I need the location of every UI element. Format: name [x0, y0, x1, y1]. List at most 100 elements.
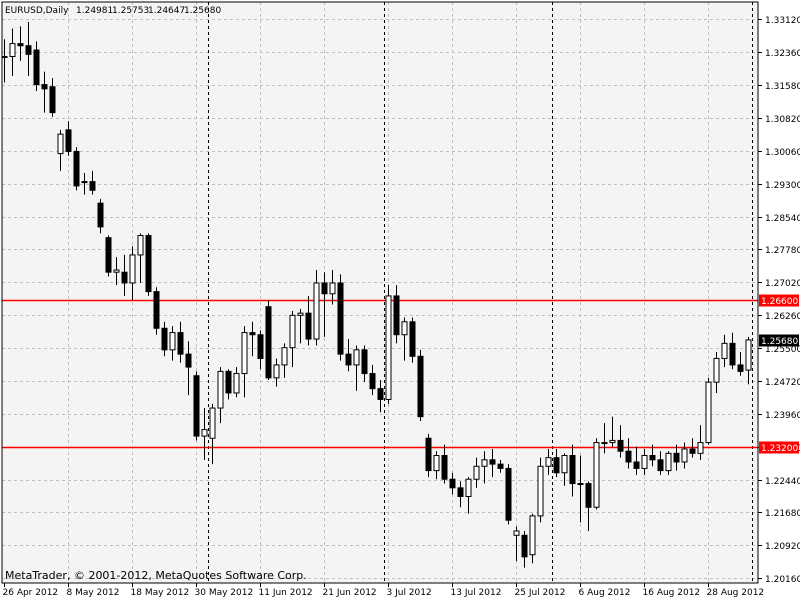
- candle: [361, 345, 368, 383]
- candle-body-bullish: [289, 314, 296, 349]
- candle-body-bullish: [273, 364, 280, 379]
- level-price-tag: [759, 294, 799, 307]
- candle-body-bearish: [49, 86, 56, 114]
- candle: [121, 254, 128, 296]
- candle: [345, 339, 352, 372]
- candle-body-bearish: [17, 43, 24, 47]
- candle-body-bearish: [105, 237, 112, 273]
- candle-body-bearish: [337, 282, 344, 355]
- candle-body-bearish: [25, 45, 32, 55]
- y-tick-label: 1.25500: [765, 345, 800, 355]
- candle-body-bullish: [665, 452, 672, 472]
- candle: [385, 285, 392, 404]
- candle: [169, 326, 176, 361]
- candle-body-bullish: [433, 455, 440, 472]
- candle: [201, 408, 208, 460]
- candle-body-bearish: [369, 373, 376, 390]
- plot-border: [1, 1, 759, 584]
- candle: [297, 308, 304, 344]
- candle-body-bullish: [641, 455, 648, 469]
- y-tick-label: 1.26260: [765, 312, 800, 322]
- candle: [233, 367, 240, 398]
- candle: [145, 233, 152, 296]
- candle-body-bullish: [473, 465, 480, 480]
- candle-body-bullish: [57, 133, 64, 155]
- candle: [561, 453, 568, 486]
- candle: [545, 449, 552, 475]
- candle-body-bearish: [257, 334, 264, 359]
- y-tick-label: 1.24720: [765, 378, 800, 388]
- watermark-text: MetaTrader, © 2001-2012, MetaQuotes Soft…: [5, 569, 307, 582]
- candle: [241, 326, 248, 398]
- x-tick-label: 8 May 2012: [67, 588, 120, 598]
- candle-body-bearish: [65, 129, 72, 152]
- candle-body-bullish: [481, 459, 488, 467]
- candle-body-bullish: [681, 448, 688, 463]
- period-separators: [208, 2, 753, 583]
- horizontal-levels: [2, 299, 758, 449]
- x-tick-label: 16 Aug 2012: [643, 588, 701, 598]
- candle-body-bullish: [169, 332, 176, 351]
- candle: [17, 26, 24, 61]
- candle: [33, 41, 40, 92]
- level-price-label: 1.23200: [761, 444, 798, 454]
- candle: [177, 321, 184, 363]
- candle-body-bearish: [633, 461, 640, 469]
- candle-body-bearish: [265, 306, 272, 379]
- time-axis[interactable]: 26 Apr 2012 8 May 2012 18 May 2012 30 May 2…: [3, 583, 765, 598]
- candle: [129, 246, 136, 301]
- y-tick-label: 1.30060: [765, 148, 800, 158]
- candle-body-bearish: [489, 459, 496, 465]
- y-tick-label: 1.33120: [765, 16, 800, 26]
- candle: [513, 526, 520, 562]
- candle: [393, 285, 400, 344]
- candle-body-bearish: [377, 388, 384, 400]
- candle: [185, 341, 192, 396]
- ohlc-open: 1.24981: [76, 6, 113, 16]
- candle: [457, 481, 464, 508]
- candle-body-bullish: [713, 357, 720, 383]
- candle: [265, 300, 272, 381]
- candle-body-bullish: [561, 455, 568, 474]
- candle-body-bearish: [145, 235, 152, 293]
- candle: [313, 270, 320, 346]
- candle-body-bullish: [209, 407, 216, 439]
- candle: [41, 71, 48, 113]
- candle-body-bearish: [345, 353, 352, 366]
- y-tick-label: 1.31580: [765, 82, 800, 92]
- candle-body-bearish: [553, 457, 560, 474]
- grid: [2, 2, 758, 583]
- level-price-tag: [759, 441, 799, 454]
- candle-body-bearish: [121, 271, 128, 284]
- current-price-label: 1.25680: [761, 337, 798, 347]
- candle: [97, 198, 104, 234]
- candle: [209, 403, 216, 465]
- candle: [105, 235, 112, 277]
- candle-body-bearish: [729, 342, 736, 366]
- candle-body-bullish: [217, 370, 224, 409]
- candle: [289, 311, 296, 368]
- x-tick-label: 30 May 2012: [195, 588, 254, 598]
- candle-body-bullish: [601, 442, 608, 445]
- y-tick-label: 1.30820: [765, 115, 800, 125]
- candle: [25, 22, 32, 76]
- candle-body-bearish: [73, 150, 80, 187]
- candle: [657, 451, 664, 475]
- candle: [681, 442, 688, 469]
- candle: [153, 287, 160, 335]
- candle-body-bearish: [441, 455, 448, 480]
- candle-body-bearish: [305, 312, 312, 340]
- candle-body-bullish: [113, 269, 120, 273]
- candle-body-bearish: [521, 534, 528, 558]
- price-axis[interactable]: 1.33120 1.32360 1.31580 1.30820 1.30060 1.293…: [758, 16, 800, 585]
- candle: [641, 449, 648, 475]
- candle-body-bearish: [569, 455, 576, 485]
- candles: [1, 22, 752, 568]
- candle: [713, 351, 720, 393]
- candle: [505, 464, 512, 525]
- candle-body-bullish: [129, 254, 136, 284]
- candle-body-bearish: [393, 295, 400, 336]
- candle: [569, 444, 576, 497]
- candle-body-bullish: [721, 342, 728, 359]
